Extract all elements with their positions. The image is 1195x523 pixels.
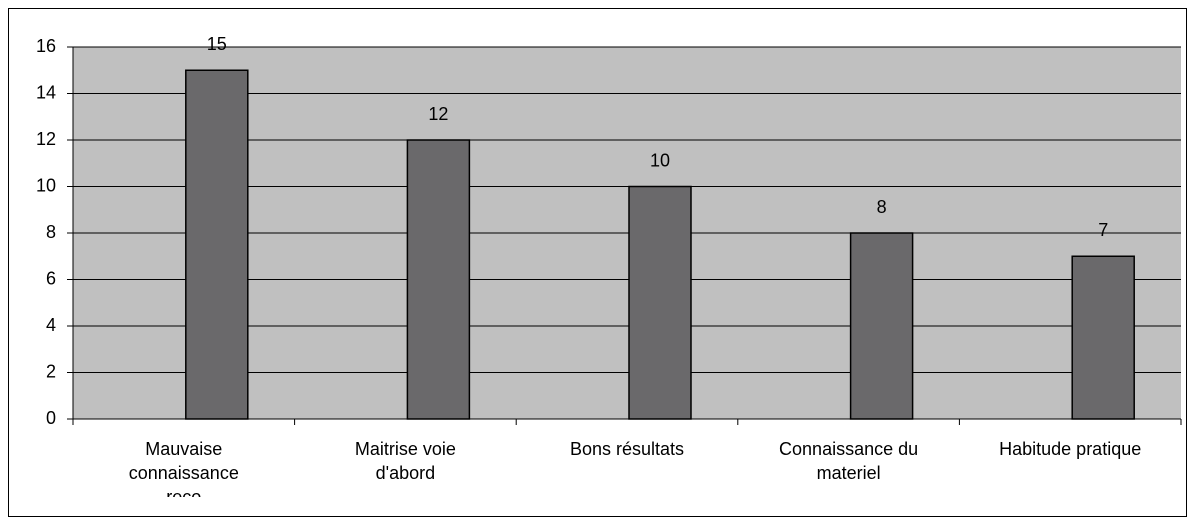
x-label-box: Habitude pratique: [999, 439, 1142, 459]
bar: [406, 139, 471, 420]
bar: [1071, 255, 1135, 420]
y-tick-label: 6: [46, 268, 56, 288]
y-tick-label: 2: [46, 361, 56, 381]
y-tick-label: 10: [36, 175, 56, 195]
bar: [849, 232, 914, 420]
bar: [185, 69, 249, 420]
y-tick-label: 16: [36, 36, 56, 56]
value-label: 15: [207, 34, 227, 54]
x-label-box: Maitrise voie d'abord: [354, 439, 456, 483]
x-label-box: Bons résultats: [569, 439, 685, 459]
x-label-box: Connaissance du materiel: [779, 439, 919, 483]
x-tick-label: Maitrise voie d'abord: [354, 439, 456, 483]
value-label: 8: [877, 197, 887, 217]
x-tick-label: Bons résultats: [569, 439, 685, 459]
x-label-box: Mauvaise connaissance reco: [128, 439, 239, 497]
y-tick-label: 14: [36, 82, 56, 102]
y-tick-label: 0: [46, 408, 56, 428]
x-tick-label: Connaissance du materiel: [779, 439, 919, 483]
x-tick-label: Habitude pratique: [999, 439, 1142, 459]
value-label: 7: [1098, 220, 1108, 240]
x-tick-label: Mauvaise connaissance reco: [128, 439, 239, 497]
value-label: 10: [650, 150, 670, 170]
y-tick-label: 12: [36, 129, 56, 149]
y-tick-label: 4: [46, 315, 56, 335]
bar: [628, 185, 692, 420]
value-label: 12: [428, 104, 448, 124]
y-tick-label: 8: [46, 222, 56, 242]
